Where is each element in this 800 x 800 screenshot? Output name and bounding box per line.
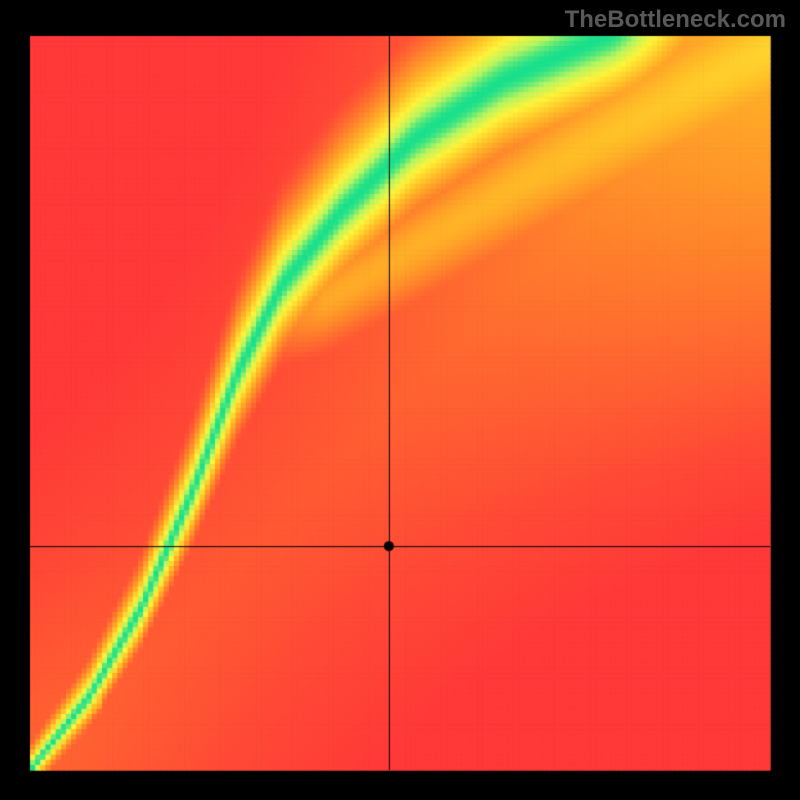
watermark-text: TheBottleneck.com [565,6,786,34]
bottleneck-heatmap [0,0,800,800]
